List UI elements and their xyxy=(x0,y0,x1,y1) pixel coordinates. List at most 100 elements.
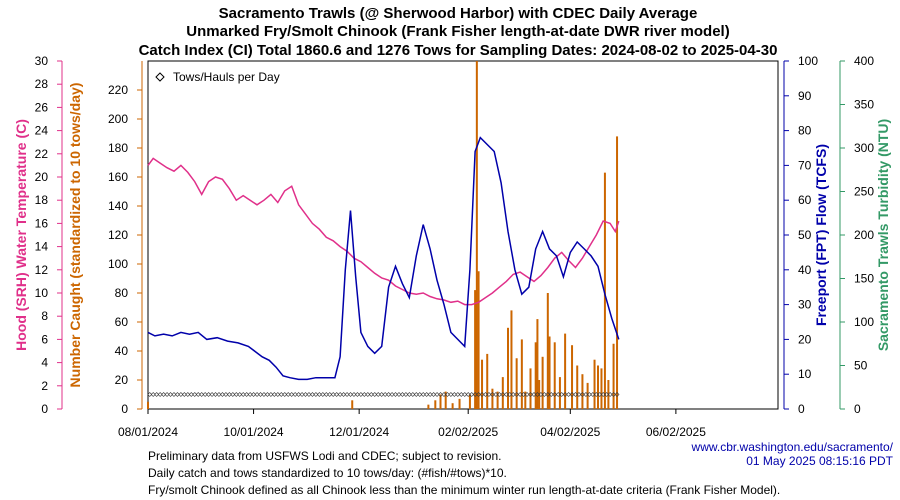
catch-tick-label: 180 xyxy=(108,141,128,155)
flow-tick-label: 60 xyxy=(798,193,812,207)
catch-bar xyxy=(468,394,471,409)
tows-marker xyxy=(178,392,184,397)
catch-bar xyxy=(576,365,579,409)
tows-marker xyxy=(517,392,523,397)
tows-marker xyxy=(289,392,295,397)
tows-marker xyxy=(458,392,464,397)
catch-bar xyxy=(612,343,615,409)
chart-title-line-3: Catch Index (CI) Total 1860.6 and 1276 T… xyxy=(139,42,778,59)
tows-marker xyxy=(386,392,392,397)
catch-bar xyxy=(548,336,551,409)
temp-tick-label: 30 xyxy=(35,54,49,68)
catch-bar xyxy=(481,359,484,409)
footer: www.cbr.washington.edu/sacramento/ 01 Ma… xyxy=(148,440,894,497)
footer-note-1: Preliminary data from USFWS Lodi and CDE… xyxy=(148,449,501,463)
catch-bar xyxy=(529,368,532,409)
tows-marker xyxy=(233,392,239,397)
tows-marker xyxy=(202,392,208,397)
x-tick-label: 08/01/2024 xyxy=(118,425,178,439)
temp-series-line xyxy=(147,157,620,306)
turbidity-tick-label: 350 xyxy=(854,98,874,112)
catch-bar xyxy=(546,293,549,409)
catch-bar xyxy=(501,377,504,409)
flow-tick-label: 100 xyxy=(798,54,818,68)
tows-marker xyxy=(278,392,284,397)
temp-tick-label: 22 xyxy=(35,147,49,161)
tows-marker xyxy=(469,392,475,397)
tows-marker xyxy=(282,392,288,397)
tows-marker xyxy=(586,392,592,397)
tows-marker xyxy=(379,392,385,397)
legend-diamond-icon xyxy=(155,72,165,82)
tows-marker xyxy=(434,392,440,397)
x-tick-label: 10/01/2024 xyxy=(224,425,284,439)
tows-marker xyxy=(559,392,565,397)
tows-marker xyxy=(306,392,312,397)
flow-tick-label: 0 xyxy=(798,402,805,416)
tows-marker xyxy=(313,392,319,397)
catch-tick-label: 100 xyxy=(108,257,128,271)
catch-bar xyxy=(564,333,567,409)
tows-marker xyxy=(489,392,495,397)
flow-tick-label: 80 xyxy=(798,124,812,138)
catch-bars xyxy=(147,61,619,409)
tows-marker xyxy=(251,392,257,397)
tows-marker xyxy=(147,392,153,397)
tows-marker xyxy=(593,392,599,397)
tows-marker xyxy=(157,392,163,397)
tows-marker xyxy=(431,392,437,397)
tows-marker xyxy=(427,392,433,397)
tows-marker xyxy=(424,392,430,397)
footer-timestamp: 01 May 2025 08:15:16 PDT xyxy=(746,454,893,468)
catch-bar xyxy=(474,290,477,409)
flow-tick-label: 10 xyxy=(798,367,812,381)
tows-marker xyxy=(576,392,582,397)
tows-marker xyxy=(261,392,267,397)
flow-axis-label: Freeport (FPT) Flow (TCFS) xyxy=(813,144,829,326)
catch-bar xyxy=(496,391,499,409)
catch-bar xyxy=(491,388,494,409)
turbidity-tick-label: 50 xyxy=(854,359,868,373)
tows-marker xyxy=(296,392,302,397)
footer-note-2: Daily catch and tows standardized to 10 … xyxy=(148,466,507,480)
turbidity-tick-label: 400 xyxy=(854,54,874,68)
tows-marker xyxy=(476,392,482,397)
turbidity-tick-label: 0 xyxy=(854,402,861,416)
tows-marker xyxy=(299,392,305,397)
tows-marker xyxy=(344,392,350,397)
tows-marker xyxy=(192,392,198,397)
tows-marker xyxy=(275,392,281,397)
tows-marker xyxy=(448,392,454,397)
tows-marker xyxy=(507,392,513,397)
flow-tick-label: 20 xyxy=(798,332,812,346)
tows-marker xyxy=(393,392,398,397)
tows-marker xyxy=(309,392,315,397)
tows-marker xyxy=(240,392,246,397)
tows-marker xyxy=(600,392,606,397)
plot-area xyxy=(147,60,779,410)
tows-marker xyxy=(503,392,509,397)
temp-tick-label: 28 xyxy=(35,77,49,91)
tows-marker xyxy=(597,392,603,397)
catch-tick-label: 140 xyxy=(108,199,128,213)
tows-marker xyxy=(185,392,191,397)
temp-tick-label: 12 xyxy=(35,263,49,277)
catch-bar xyxy=(451,403,454,409)
tows-marker xyxy=(389,392,395,397)
tows-marker xyxy=(372,392,378,397)
flow-tick-label: 50 xyxy=(798,228,812,242)
tows-markers xyxy=(147,392,620,397)
temp-tick-label: 20 xyxy=(35,170,49,184)
tows-marker xyxy=(573,392,578,397)
tows-marker xyxy=(268,392,274,397)
tows-marker xyxy=(607,392,613,397)
x-tick-label: 04/02/2025 xyxy=(540,425,600,439)
temp-tick-label: 16 xyxy=(35,216,49,230)
tows-marker xyxy=(538,392,544,397)
tows-marker xyxy=(330,392,336,397)
x-tick-label: 02/02/2025 xyxy=(438,425,498,439)
tows-marker xyxy=(206,392,212,397)
catch-tick-label: 220 xyxy=(108,83,128,97)
tows-marker xyxy=(244,392,250,397)
